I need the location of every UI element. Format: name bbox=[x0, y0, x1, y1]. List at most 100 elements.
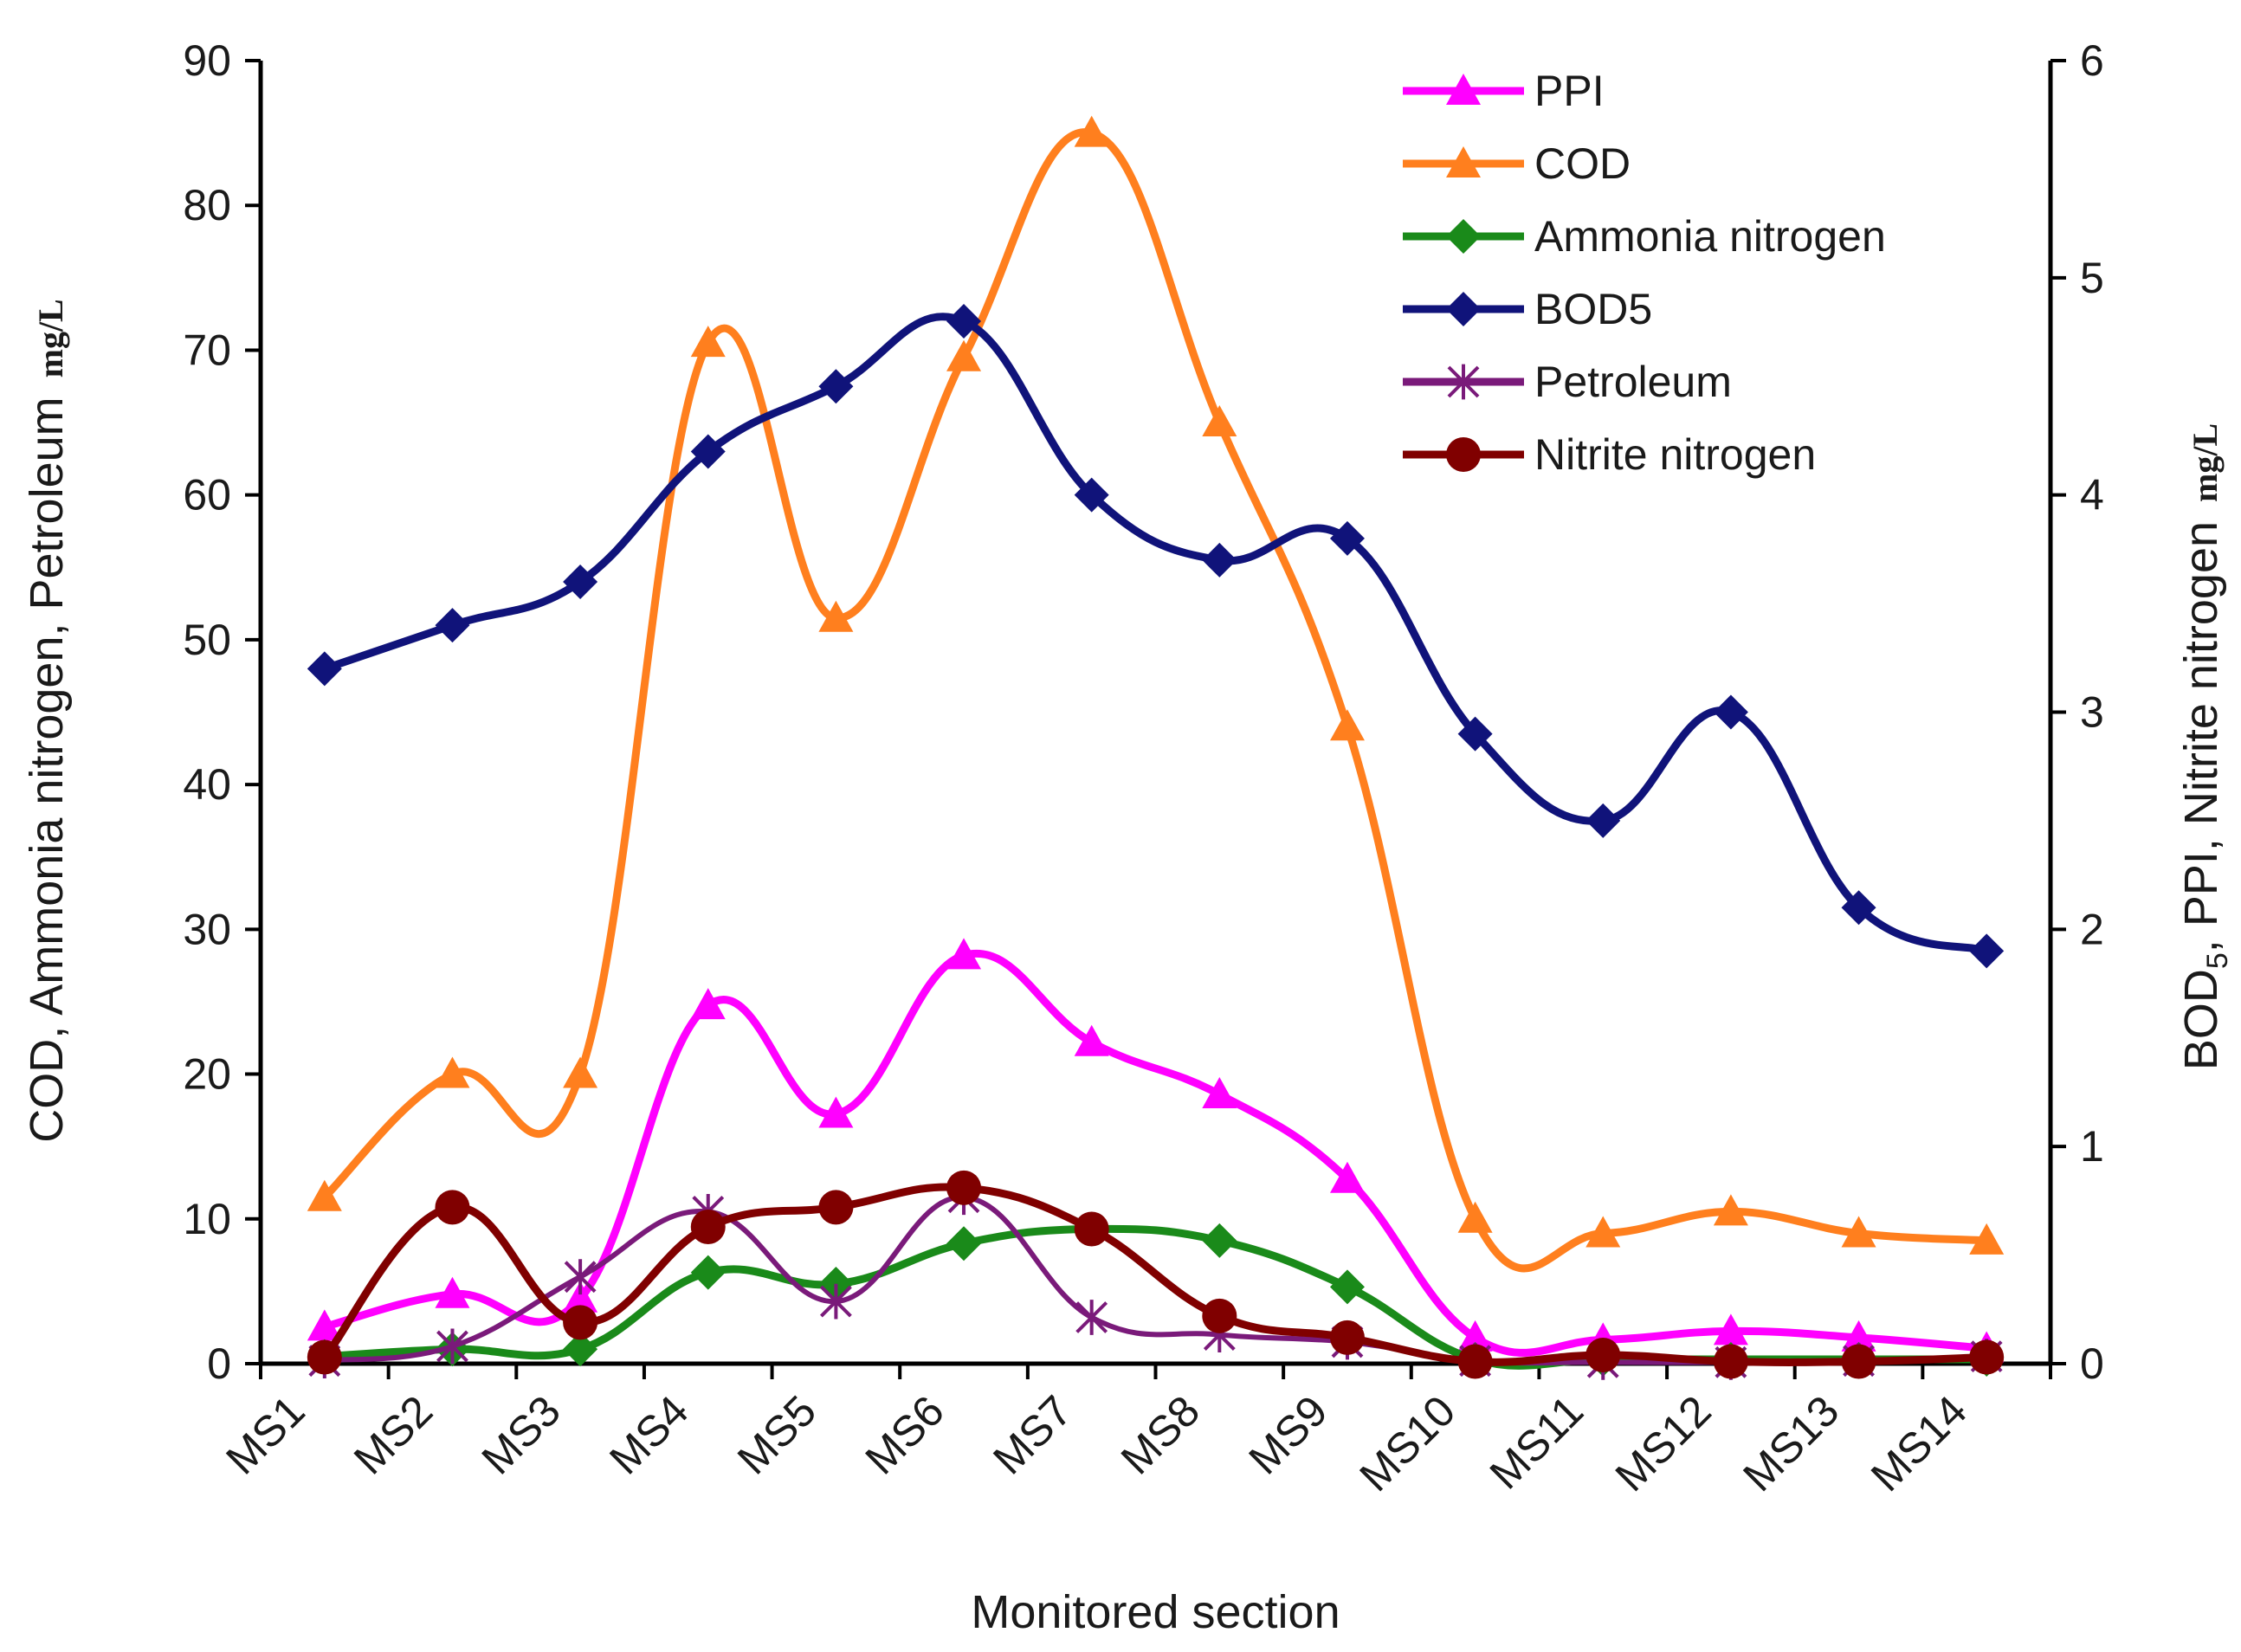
series-cod bbox=[307, 115, 2005, 1273]
data-point bbox=[1074, 1024, 1109, 1056]
data-point bbox=[563, 1305, 598, 1340]
y-right-tick-label: 2 bbox=[2080, 905, 2104, 953]
data-point bbox=[307, 1309, 342, 1341]
data-point bbox=[563, 1281, 598, 1313]
x-tick-label: MS7 bbox=[984, 1386, 1081, 1483]
y-axis-left-title-main: COD, Ammonia nitrogen, Petroleum bbox=[21, 397, 73, 1142]
legend-label: Petroleum bbox=[1534, 358, 1732, 406]
data-point bbox=[564, 1259, 597, 1295]
data-point bbox=[1074, 115, 1109, 147]
legend-item: COD bbox=[1403, 139, 1631, 188]
y-right-tick-label: 6 bbox=[2080, 36, 2104, 85]
data-point bbox=[1969, 1339, 2005, 1375]
data-point bbox=[946, 938, 982, 970]
legend-item: BOD5 bbox=[1403, 285, 1652, 333]
series-line bbox=[320, 128, 1991, 1273]
y-axis-left-title-unit: mg/L bbox=[31, 299, 70, 378]
y-right-tick-label: 0 bbox=[2080, 1339, 2104, 1388]
data-point bbox=[946, 304, 982, 339]
data-point bbox=[1457, 1201, 1493, 1233]
data-point bbox=[435, 1056, 470, 1088]
series-ammonia-nitrogen bbox=[307, 1211, 2005, 1377]
data-point bbox=[563, 565, 598, 599]
y-left-tick-label: 60 bbox=[183, 471, 231, 519]
data-point bbox=[819, 1283, 852, 1320]
legend-label: COD bbox=[1534, 139, 1631, 188]
data-point bbox=[1075, 1300, 1108, 1335]
y-right-tick-label: 5 bbox=[2080, 254, 2104, 302]
legend-item: Petroleum bbox=[1403, 358, 1732, 406]
x-axis-title: Monitored section bbox=[971, 1586, 1340, 1638]
y-left-tick-label: 70 bbox=[183, 326, 231, 374]
data-point bbox=[1841, 1216, 1876, 1248]
y-left-tick-label: 20 bbox=[183, 1050, 231, 1099]
y-left-tick-label: 50 bbox=[183, 616, 231, 664]
legend-marker bbox=[1446, 146, 1481, 177]
x-tick-label: MS13 bbox=[1734, 1386, 1848, 1500]
data-point bbox=[307, 651, 342, 687]
y-axis-right-title-bod: BOD bbox=[2175, 969, 2227, 1070]
data-point bbox=[1841, 890, 1876, 926]
data-point bbox=[563, 1056, 598, 1088]
legend-marker bbox=[1446, 219, 1481, 254]
legend-item: PPI bbox=[1403, 67, 1605, 115]
data-point bbox=[818, 1190, 854, 1225]
legend-label: PPI bbox=[1534, 67, 1605, 115]
data-point bbox=[1713, 694, 1748, 730]
legend-label: BOD5 bbox=[1534, 285, 1652, 333]
data-point bbox=[818, 600, 854, 632]
y-left-tick-label: 40 bbox=[183, 760, 231, 809]
data-point bbox=[307, 1339, 342, 1375]
data-point bbox=[1329, 1161, 1365, 1193]
x-tick-label: MS2 bbox=[345, 1386, 442, 1483]
y-axis-right-title-unit: mg/L bbox=[2186, 423, 2225, 502]
legend-marker bbox=[1446, 437, 1481, 472]
legend-marker bbox=[1446, 74, 1481, 105]
data-point bbox=[1202, 1076, 1237, 1108]
data-point bbox=[1329, 1269, 1365, 1305]
data-point bbox=[1329, 520, 1365, 556]
chart-legend: PPI COD Ammonia nitrogen BOD5 Petroleum Nitri… bbox=[1403, 67, 1886, 479]
legend-item: Ammonia nitrogen bbox=[1403, 212, 1886, 261]
x-tick-label: MS12 bbox=[1606, 1386, 1721, 1500]
data-point bbox=[946, 1226, 982, 1262]
y-right-tick-label: 1 bbox=[2080, 1122, 2104, 1171]
x-tick-label: MS4 bbox=[600, 1386, 697, 1483]
data-point bbox=[946, 1170, 982, 1205]
x-tick-label: MS10 bbox=[1350, 1386, 1464, 1500]
data-point bbox=[1841, 1320, 1876, 1352]
y-axis-right-title-rest: , PPI, Nitrite nitrogen bbox=[2175, 521, 2227, 952]
data-point bbox=[1457, 716, 1493, 752]
legend-marker bbox=[1446, 292, 1481, 326]
data-point bbox=[1074, 477, 1109, 513]
data-point bbox=[435, 1276, 470, 1308]
series-line bbox=[320, 313, 1991, 955]
data-point bbox=[1202, 1298, 1237, 1333]
data-point bbox=[690, 1209, 726, 1244]
data-point bbox=[1457, 1344, 1493, 1379]
x-tick-label: MS14 bbox=[1862, 1386, 1976, 1500]
data-point bbox=[818, 1096, 854, 1128]
series-nitrite-nitrogen bbox=[307, 1170, 2005, 1379]
x-tick-label: MS5 bbox=[728, 1386, 825, 1483]
data-point bbox=[436, 1328, 468, 1365]
y-right-tick-label: 3 bbox=[2080, 688, 2104, 737]
data-point bbox=[690, 1255, 726, 1290]
x-tick-label: MS8 bbox=[1112, 1386, 1209, 1483]
data-point bbox=[1969, 933, 2005, 969]
data-point bbox=[1202, 405, 1237, 437]
x-tick-label: MS6 bbox=[856, 1386, 953, 1483]
data-point bbox=[435, 1190, 470, 1225]
data-point bbox=[435, 608, 470, 643]
data-point bbox=[1585, 803, 1621, 838]
data-point bbox=[1202, 542, 1237, 578]
data-point bbox=[818, 369, 854, 404]
legend-label: Ammonia nitrogen bbox=[1534, 212, 1886, 261]
x-tick-label: MS11 bbox=[1481, 1386, 1592, 1498]
legend-marker bbox=[1447, 364, 1480, 400]
data-point bbox=[1585, 1216, 1621, 1248]
data-point bbox=[1713, 1313, 1748, 1345]
y-left-tick-label: 30 bbox=[183, 905, 231, 953]
data-point bbox=[307, 1179, 342, 1211]
